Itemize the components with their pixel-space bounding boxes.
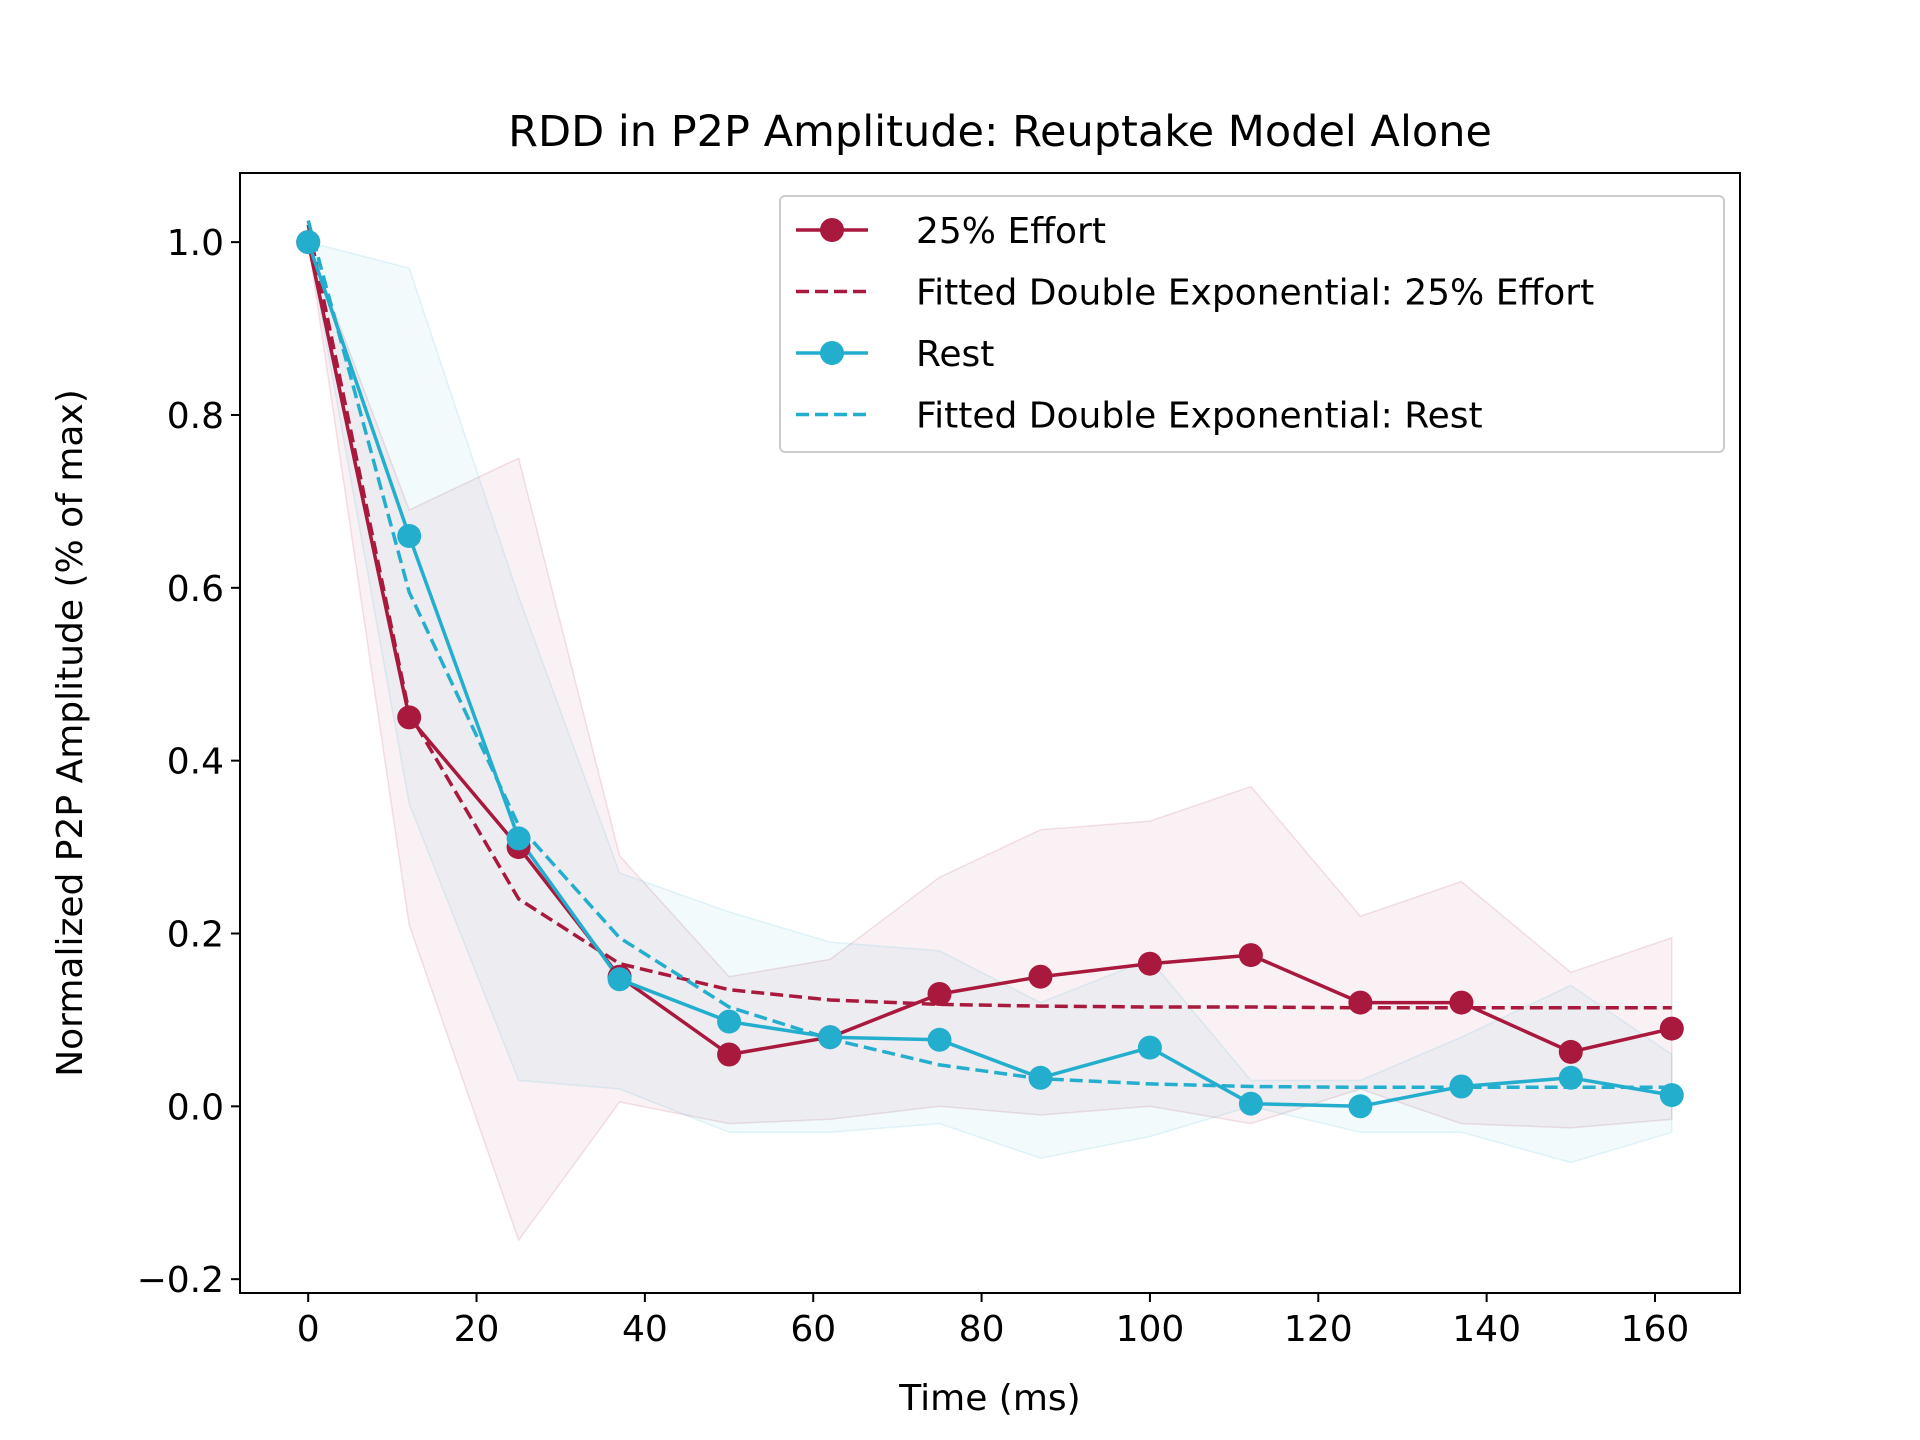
point-25-effort-4 — [717, 1042, 742, 1067]
point-rest-12 — [1558, 1065, 1583, 1090]
y-tick-label: 0.4 — [167, 742, 224, 783]
legend-label-rest: Rest — [916, 334, 994, 375]
legend: 25% Effort Fitted Double Exponential: 25%… — [779, 195, 1725, 453]
point-25-effort-10 — [1348, 990, 1373, 1015]
x-axis-label: Time (ms) — [898, 1378, 1080, 1419]
point-rest-0 — [296, 230, 321, 255]
point-25-effort-8 — [1137, 951, 1162, 976]
x-tick-label: 80 — [959, 1309, 1005, 1350]
point-rest-10 — [1348, 1094, 1373, 1119]
legend-label-25-effort: 25% Effort — [916, 211, 1106, 252]
point-25-effort-13 — [1659, 1016, 1684, 1041]
series-line-fitted-double-exponential-rest — [306, 220, 1672, 1090]
legend-label-fitted-double-exponential-rest: Fitted Double Exponential: Rest — [916, 396, 1483, 437]
legend-marker-rest — [820, 341, 844, 365]
x-tick-label: 60 — [790, 1309, 836, 1350]
y-tick-label: −0.2 — [137, 1260, 224, 1301]
x-tick-label: 100 — [1116, 1309, 1185, 1350]
point-25-effort-9 — [1238, 943, 1263, 968]
y-tick-label: 0.0 — [167, 1087, 224, 1128]
point-rest-1 — [397, 524, 422, 548]
point-rest-6 — [927, 1027, 952, 1052]
point-25-effort-1 — [397, 705, 422, 730]
x-tick-label: 40 — [622, 1309, 668, 1350]
point-25-effort-12 — [1558, 1039, 1583, 1064]
point-rest-4 — [717, 1009, 742, 1034]
series-lines — [306, 220, 1673, 1109]
x-tick-label: 160 — [1621, 1309, 1690, 1350]
point-25-effort-7 — [1028, 964, 1053, 989]
point-rest-11 — [1449, 1074, 1474, 1099]
x-tick-label: 120 — [1284, 1309, 1353, 1350]
x-axis-ticks: 0 20 40 60 80 100 120 140 160 — [297, 1293, 1690, 1350]
point-25-effort-6 — [927, 982, 952, 1006]
series-line-rest — [306, 241, 1673, 1109]
point-rest-13 — [1659, 1083, 1684, 1108]
x-tick-label: 140 — [1452, 1309, 1521, 1350]
plot-area — [296, 220, 1684, 1242]
point-rest-2 — [506, 826, 531, 851]
series-line-fitted-double-exponential-25-effort — [306, 224, 1672, 1010]
point-rest-5 — [818, 1025, 843, 1050]
y-tick-label: 0.2 — [167, 914, 224, 955]
point-rest-7 — [1028, 1065, 1053, 1090]
y-axis-label: Normalized P2P Amplitude (% of max) — [50, 389, 91, 1077]
x-tick-label: 20 — [454, 1309, 500, 1350]
x-tick-label: 0 — [297, 1309, 320, 1350]
legend-label-fitted-double-exponential-25-effort: Fitted Double Exponential: 25% Effort — [916, 273, 1594, 314]
axes-frame — [239, 172, 1741, 1294]
y-axis-ticks: −0.2 0.0 0.2 0.4 0.6 0.8 1.0 — [137, 223, 240, 1301]
series-line-25-effort — [306, 241, 1673, 1057]
y-tick-label: 0.6 — [167, 569, 224, 610]
point-rest-8 — [1137, 1035, 1162, 1060]
legend-marker-25-effort — [820, 218, 844, 242]
legend-box — [779, 195, 1725, 453]
point-rest-9 — [1238, 1091, 1263, 1116]
point-rest-3 — [607, 967, 632, 992]
point-25-effort-11 — [1449, 990, 1474, 1015]
chart-title: RDD in P2P Amplitude: Reuptake Model Alo… — [508, 107, 1492, 157]
series-markers — [296, 230, 1684, 1119]
y-tick-label: 1.0 — [167, 223, 224, 264]
y-tick-label: 0.8 — [167, 396, 224, 437]
